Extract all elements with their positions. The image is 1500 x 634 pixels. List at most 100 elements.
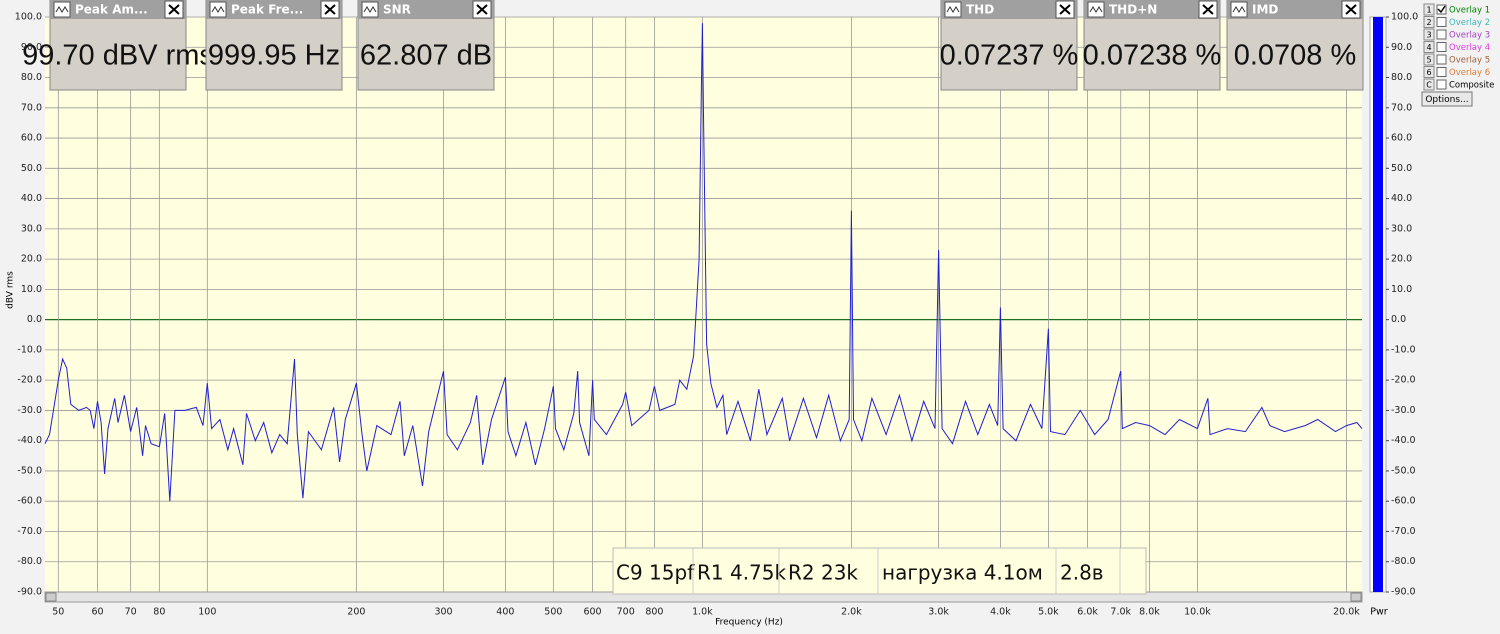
annotation-text: R2 23k (788, 561, 858, 585)
y2-tick-label: 100.0 (1391, 12, 1418, 23)
overlay-name: Composite (1449, 81, 1494, 91)
readout-titlebar (1227, 0, 1363, 19)
x-tick-label: 500 (544, 607, 562, 618)
y2-tick-label: 50.0 (1391, 163, 1412, 174)
y2-tick-label: 90.0 (1391, 42, 1412, 53)
overlay-key: 2 (1426, 18, 1431, 27)
y-tick-label: 80.0 (21, 72, 42, 83)
x-tick-label: 3.0k (928, 607, 949, 618)
y-tick-label: 10.0 (21, 284, 42, 295)
y-tick-label: -80.0 (17, 556, 42, 567)
readout-icon (209, 1, 227, 18)
readout-close-x[interactable] (1059, 4, 1071, 15)
readout-title: IMD (1252, 3, 1278, 17)
readout-titlebar (358, 0, 494, 19)
x-tick-label: 1.0k (692, 607, 713, 618)
overlay-key-box (1423, 28, 1435, 41)
readout-close-x[interactable] (324, 4, 336, 15)
overlay-name: Overlay 4 (1449, 43, 1490, 53)
readout-titlebar (1084, 0, 1220, 19)
readout-close-x[interactable] (476, 4, 488, 15)
readout-titlebar (50, 0, 186, 19)
x-tick-label: 80 (153, 607, 165, 618)
y-tick-label: 50.0 (21, 163, 42, 174)
y2-tick-label: 80.0 (1391, 72, 1412, 83)
spectrum-trace (44, 23, 1363, 502)
x-tick-label: 100 (198, 607, 216, 618)
y2-tick-label: -60.0 (1391, 496, 1416, 507)
overlay-key: 5 (1426, 56, 1431, 65)
overlay-checkbox[interactable] (1436, 29, 1447, 40)
overlay-key: 3 (1426, 31, 1431, 40)
readout-icon-wave (946, 6, 960, 13)
y2-tick-label: 60.0 (1391, 133, 1412, 144)
x-axis-label: Frequency (Hz) (715, 618, 783, 628)
x-tick-label: 60 (91, 607, 103, 618)
readout-icon-wave (55, 6, 69, 13)
y-tick-label: 60.0 (21, 133, 42, 144)
overlay-key: C (1426, 81, 1432, 90)
overlay-check[interactable] (1437, 5, 1446, 14)
y-tick-label: -50.0 (17, 465, 42, 476)
y-tick-label: 20.0 (21, 254, 42, 265)
overlay-checkbox[interactable] (1436, 42, 1447, 52)
x-tick-label: 800 (645, 607, 663, 618)
readout-icon (944, 1, 962, 18)
annotation-box (612, 547, 1147, 595)
x-tick-label: 70 (125, 607, 137, 618)
overlay-name: Overlay 2 (1449, 18, 1490, 28)
x-tick-label: 200 (347, 607, 365, 618)
overlay-checkbox[interactable] (1436, 4, 1447, 15)
y2-tick-label: 70.0 (1391, 102, 1412, 113)
options-button[interactable] (1421, 91, 1473, 107)
readout-value: 999.95 Hz (208, 40, 340, 72)
overlay-name: Overlay 3 (1449, 31, 1490, 41)
y-tick-label: 30.0 (21, 223, 42, 234)
y-tick-label: 40.0 (21, 193, 42, 204)
options-button-label[interactable]: Options... (1425, 95, 1468, 105)
readout-title: Peak Am... (75, 3, 148, 17)
readout-icon-wave (363, 6, 377, 13)
meter-label: Pwr (1370, 607, 1387, 618)
readout-close-x[interactable] (168, 4, 180, 15)
x-tick-label: 400 (496, 607, 514, 618)
readout-icon (1230, 1, 1248, 18)
readout-title: THD+N (1109, 3, 1157, 17)
scroll-left[interactable] (45, 592, 57, 602)
overlay-name: Overlay 1 (1449, 6, 1490, 16)
x-tick-label: 50 (52, 607, 64, 618)
overlay-key-box (1423, 78, 1435, 91)
x-tick-label: 700 (617, 607, 635, 618)
y2-tick-label: -40.0 (1391, 435, 1416, 446)
overlay-key: 1 (1426, 6, 1431, 15)
overlay-checkbox[interactable] (1436, 67, 1447, 77)
annotation-text: R1 4.75k (697, 561, 787, 585)
overlay-name: Overlay 6 (1449, 68, 1490, 78)
overlay-key-box (1423, 41, 1435, 53)
y-tick-label: 0.0 (27, 314, 42, 325)
overlay-checkbox[interactable] (1436, 17, 1447, 27)
y-axis-label: dBV rms (6, 271, 16, 309)
y2-tick-label: -70.0 (1391, 526, 1416, 537)
annotation-text: C9 15pf (616, 561, 695, 585)
x-tick-label: 5.0k (1038, 607, 1059, 618)
scroll-right[interactable] (1350, 592, 1362, 602)
x-tick-label: 4.0k (990, 607, 1011, 618)
x-tick-label: 600 (583, 607, 601, 618)
y-tick-label: -40.0 (17, 435, 42, 446)
readout-title: THD (966, 3, 994, 17)
readout-titlebar (941, 0, 1077, 19)
overlay-checkbox[interactable] (1436, 79, 1447, 90)
x-tick-label: 7.0k (1110, 607, 1131, 618)
y2-tick-label: -10.0 (1391, 344, 1416, 355)
y2-tick-label: 30.0 (1391, 223, 1412, 234)
y-tick-label: -90.0 (17, 587, 42, 598)
readout-close-x[interactable] (1345, 4, 1357, 15)
readout-close-x[interactable] (1202, 4, 1214, 15)
overlay-key-box (1423, 16, 1435, 28)
x-tick-label: 10.0k (1184, 607, 1211, 618)
readout-icon (361, 1, 379, 18)
overlay-checkbox[interactable] (1436, 54, 1447, 65)
readout-value: 0.0708 % (1234, 40, 1357, 72)
